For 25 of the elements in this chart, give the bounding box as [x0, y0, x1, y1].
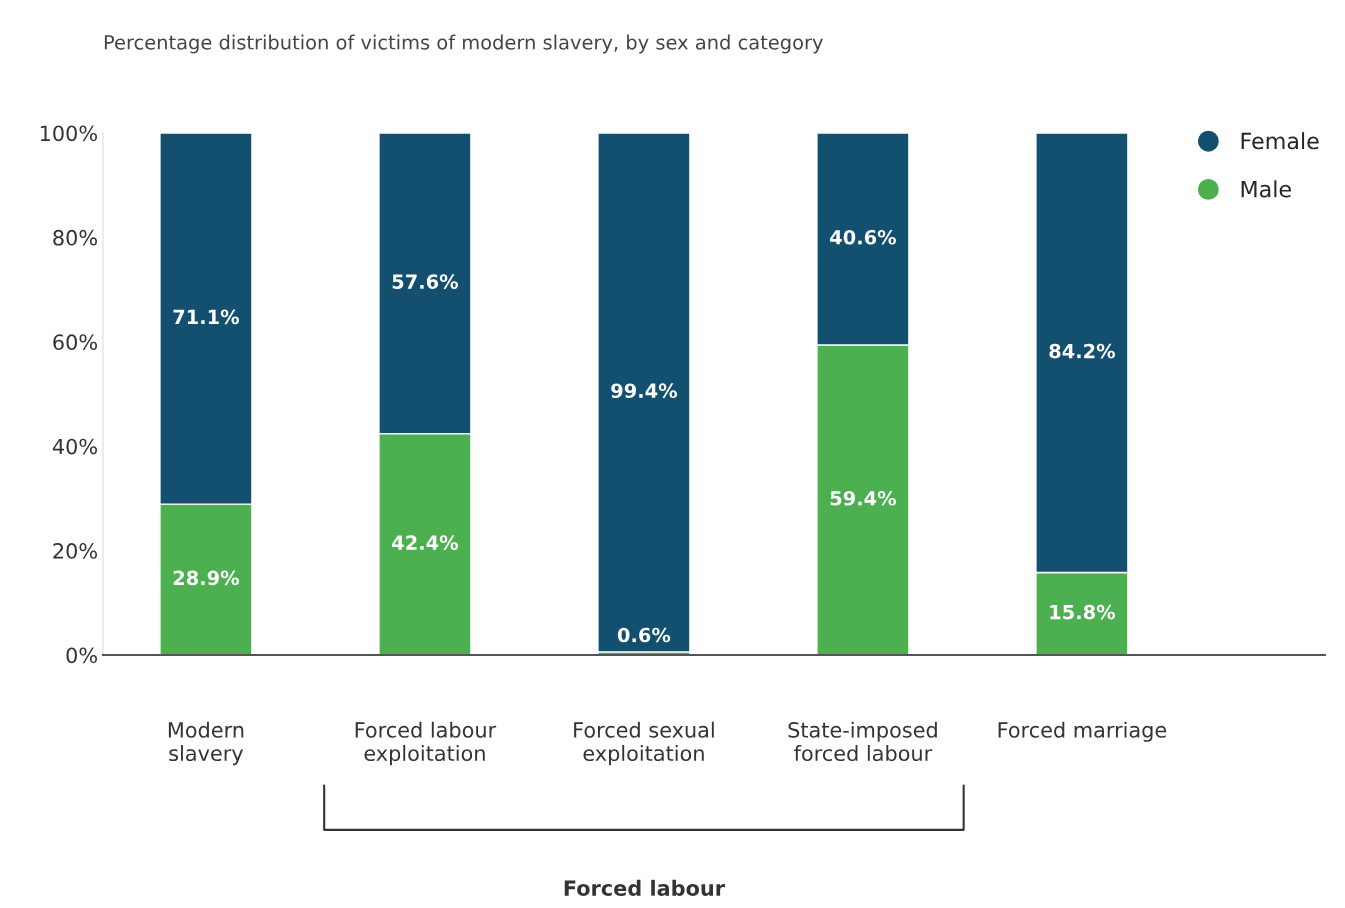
y-tick-label: 20% — [53, 543, 97, 559]
data-label: 59.4% — [830, 490, 897, 506]
x-tick-label: Forced labour exploitation — [355, 721, 497, 766]
data-label: 40.6% — [830, 229, 897, 245]
legend-label: Female — [1241, 132, 1319, 150]
data-label: 99.4% — [611, 383, 678, 399]
x-tick-label: Forced sexual exploitation — [574, 721, 714, 766]
x-tick-label: State-imposed forced labour — [788, 721, 937, 762]
data-label: 84.2% — [1049, 343, 1116, 359]
data-label: 15.8% — [1050, 604, 1116, 620]
y-tick-label: 80% — [53, 229, 97, 246]
data-label: 57.6% — [392, 274, 459, 289]
data-label: 0.6% — [617, 627, 671, 643]
y-tick-label: 0% — [66, 647, 97, 664]
data-label: 71.1% — [173, 309, 240, 325]
data-label: 28.9% — [173, 570, 240, 586]
chart-title: Percentage distribution of victims of modern slavery, by sex and category — [104, 34, 823, 54]
y-tick-label: 40% — [52, 438, 97, 455]
data-label: 42.4% — [392, 535, 459, 550]
text: Forced labour — [564, 879, 725, 896]
x-tick-label: Modern slavery — [168, 721, 244, 766]
x-tick-label: Forced marriage — [998, 721, 1167, 742]
legend-label: Male — [1241, 180, 1291, 198]
y-tick-label: 100% — [40, 125, 97, 142]
y-tick-label: 60% — [53, 334, 97, 351]
